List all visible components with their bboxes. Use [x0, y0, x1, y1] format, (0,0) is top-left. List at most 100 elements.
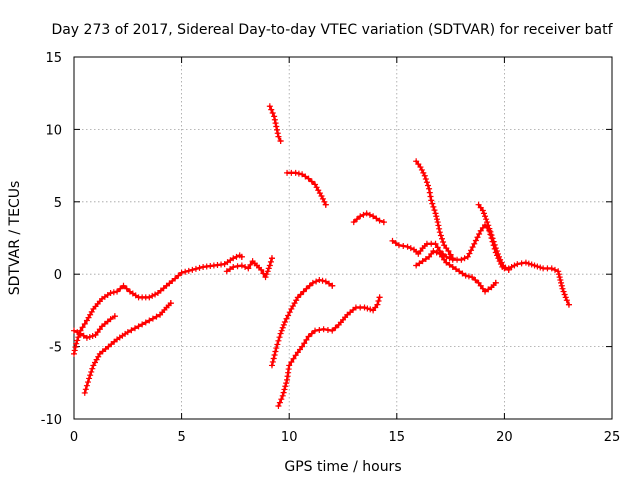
- data-point-marker: [556, 274, 563, 281]
- data-point-marker: [281, 318, 288, 325]
- data-point-marker: [324, 326, 331, 333]
- data-point-marker: [280, 321, 287, 328]
- data-point-marker: [562, 294, 569, 301]
- data-point-marker: [426, 185, 433, 192]
- data-point-marker: [480, 210, 487, 217]
- data-point-marker: [305, 333, 312, 340]
- data-point-marker: [558, 279, 565, 286]
- data-point-marker: [290, 355, 297, 362]
- data-point-marker: [449, 263, 456, 270]
- data-point-marker: [238, 262, 245, 269]
- data-point-marker: [139, 321, 146, 328]
- x-tick-label: 15: [389, 430, 406, 445]
- data-point-marker: [461, 255, 468, 262]
- y-tick-label: 5: [54, 196, 62, 211]
- data-point-marker: [531, 262, 538, 269]
- data-point-marker: [312, 327, 319, 334]
- data-point-marker: [274, 126, 281, 133]
- data-point-marker: [316, 326, 323, 333]
- data-point-marker: [491, 241, 498, 248]
- data-point-marker: [82, 386, 89, 393]
- chart-title: Day 273 of 2017, Sidereal Day-to-day VTE…: [51, 22, 613, 38]
- series-trace-line: [72, 254, 244, 356]
- y-tick-label: 10: [45, 123, 62, 138]
- data-point-marker: [242, 263, 249, 270]
- data-point-marker: [192, 265, 199, 272]
- data-point-marker: [301, 340, 308, 347]
- data-point-marker: [175, 272, 182, 279]
- data-point-marker: [72, 344, 79, 351]
- data-point-marker: [279, 392, 286, 399]
- data-point-marker: [496, 253, 503, 260]
- data-point-marker: [476, 231, 483, 238]
- data-point-marker: [458, 256, 465, 263]
- data-point-marker: [117, 285, 124, 292]
- data-point-marker: [485, 286, 492, 293]
- data-point-marker: [482, 213, 489, 220]
- data-point-marker: [389, 237, 396, 244]
- series-trace-10: [389, 221, 572, 308]
- data-point-marker: [462, 272, 469, 279]
- data-point-marker: [469, 274, 476, 281]
- data-point-marker: [268, 106, 275, 113]
- data-point-marker: [413, 262, 420, 269]
- data-point-marker: [488, 232, 495, 239]
- data-point-marker: [438, 235, 445, 242]
- data-point-marker: [230, 255, 237, 262]
- data-point-marker: [332, 324, 339, 331]
- series-trace-line: [270, 278, 334, 367]
- data-point-marker: [260, 270, 267, 277]
- data-point-marker: [479, 207, 486, 214]
- data-point-marker: [87, 372, 94, 379]
- data-point-marker: [433, 213, 440, 220]
- data-point-marker: [433, 249, 440, 256]
- data-point-marker: [446, 261, 453, 268]
- data-point-marker: [182, 268, 189, 275]
- data-point-marker: [88, 368, 95, 375]
- data-point-marker: [464, 253, 471, 260]
- data-point-marker: [266, 262, 273, 269]
- data-point-marker: [273, 123, 280, 130]
- data-point-marker: [437, 232, 444, 239]
- data-point-marker: [555, 268, 562, 275]
- axes: 0 5 10 15 20 25 -10 -5 0 5 10 15: [41, 51, 621, 445]
- data-point-marker: [370, 213, 377, 220]
- data-point-marker: [279, 324, 286, 331]
- data-point-marker: [426, 189, 433, 196]
- data-point-marker: [436, 229, 443, 236]
- data-point-marker: [518, 260, 525, 267]
- data-point-marker: [357, 213, 364, 220]
- data-point-marker: [285, 312, 292, 319]
- data-point-marker: [558, 282, 565, 289]
- data-point-marker: [272, 348, 279, 355]
- data-point-marker: [525, 260, 532, 267]
- series-trace-5: [266, 103, 284, 144]
- series-trace-13: [475, 201, 512, 273]
- data-point-marker: [286, 362, 293, 369]
- plot-frame: [73, 56, 613, 420]
- data-point-marker: [178, 269, 185, 276]
- data-point-marker: [71, 327, 77, 334]
- data-point-marker: [429, 200, 436, 207]
- data-point-marker: [484, 219, 491, 226]
- data-point-marker: [422, 255, 429, 262]
- data-point-marker: [364, 305, 371, 312]
- data-point-marker: [267, 258, 274, 265]
- data-point-marker: [280, 389, 287, 396]
- data-point-marker: [422, 175, 429, 182]
- data-point-marker: [522, 259, 529, 266]
- data-point-marker: [501, 265, 508, 272]
- data-point-marker: [81, 389, 88, 396]
- data-point-marker: [313, 278, 320, 285]
- data-point-marker: [278, 396, 285, 403]
- data-point-marker: [565, 301, 572, 308]
- data-point-marker: [306, 282, 313, 289]
- data-point-marker: [258, 266, 265, 273]
- data-point-marker: [363, 210, 370, 217]
- data-point-marker: [563, 297, 570, 304]
- x-tick-label: 25: [604, 430, 621, 445]
- data-point-marker: [360, 211, 367, 218]
- data-point-marker: [281, 386, 288, 393]
- data-point-marker: [271, 351, 278, 358]
- data-point-marker: [245, 265, 252, 272]
